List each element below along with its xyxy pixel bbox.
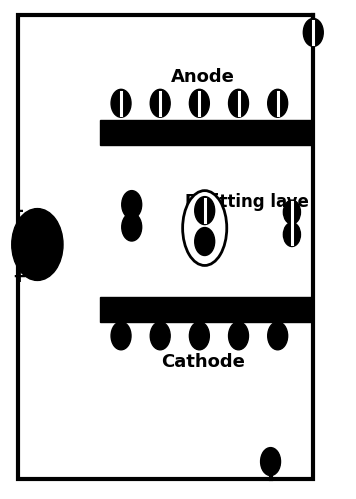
Circle shape: [229, 89, 248, 117]
Circle shape: [189, 89, 209, 117]
Text: -: -: [16, 202, 23, 220]
Circle shape: [189, 322, 209, 350]
Circle shape: [150, 89, 170, 117]
Circle shape: [111, 322, 131, 350]
Circle shape: [150, 322, 170, 350]
Bar: [100, 297, 313, 322]
Circle shape: [195, 228, 215, 255]
Text: +: +: [13, 268, 26, 286]
Circle shape: [122, 213, 142, 241]
Ellipse shape: [183, 191, 227, 265]
Circle shape: [122, 191, 142, 219]
Text: Emitting laye: Emitting laye: [185, 193, 309, 211]
Text: Anode: Anode: [171, 68, 235, 86]
Circle shape: [303, 18, 323, 46]
Circle shape: [268, 322, 288, 350]
Circle shape: [111, 89, 131, 117]
Circle shape: [195, 197, 215, 225]
Circle shape: [229, 322, 248, 350]
Text: Cathode: Cathode: [161, 353, 245, 371]
Circle shape: [283, 223, 300, 247]
Bar: [100, 120, 313, 145]
Circle shape: [268, 89, 288, 117]
Circle shape: [261, 448, 281, 476]
Circle shape: [283, 200, 300, 224]
Circle shape: [12, 209, 63, 280]
